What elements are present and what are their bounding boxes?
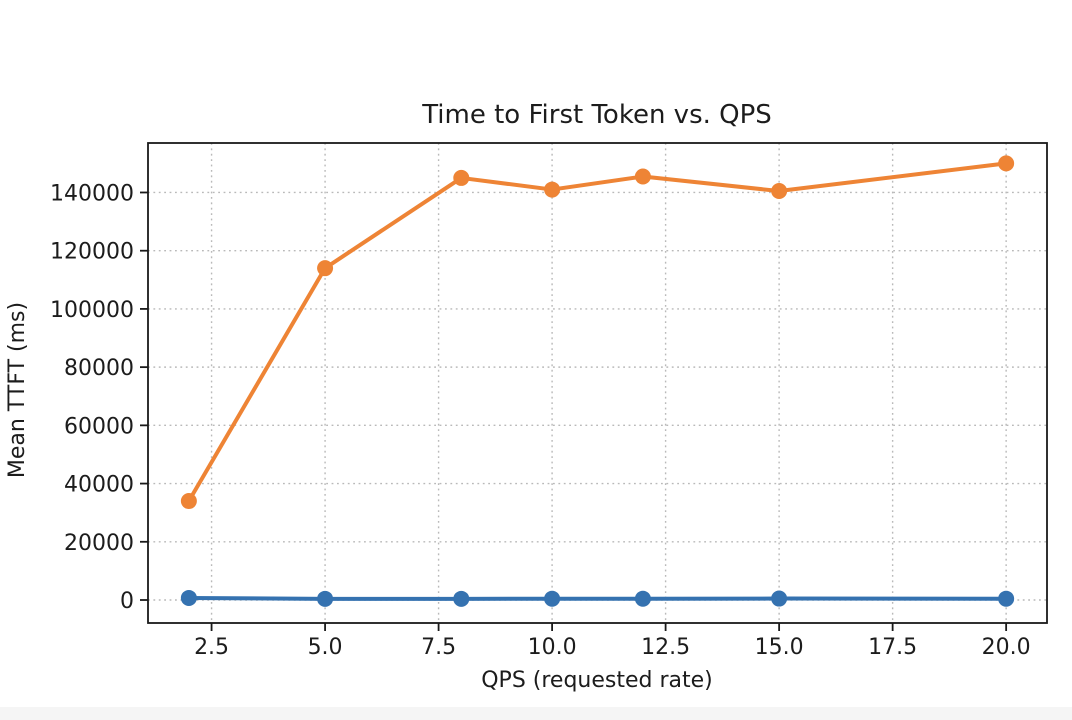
series-layer — [180, 155, 1015, 607]
chart-title: Time to First Token vs. QPS — [421, 100, 772, 130]
data-point-series-blue — [634, 590, 651, 607]
data-point-series-orange — [998, 155, 1015, 172]
data-point-series-orange — [317, 260, 334, 277]
x-axis-label: QPS (requested rate) — [481, 668, 713, 693]
y-tick-label: 40000 — [64, 473, 134, 498]
y-tick-label: 120000 — [50, 240, 134, 265]
page-bottom-strip — [0, 707, 1072, 720]
y-tick-label: 0 — [120, 589, 134, 614]
data-point-series-blue — [317, 590, 334, 607]
grid-layer — [148, 143, 1047, 623]
x-tick-label: 2.5 — [194, 635, 229, 660]
data-point-series-orange — [634, 168, 651, 185]
data-point-series-orange — [544, 181, 561, 198]
x-tick-label: 12.5 — [641, 635, 690, 660]
data-point-series-orange — [180, 493, 197, 510]
y-tick-label: 60000 — [64, 414, 134, 439]
x-tick-label: 5.0 — [308, 635, 343, 660]
x-tick-label: 7.5 — [421, 635, 456, 660]
y-tick-label: 80000 — [64, 356, 134, 381]
y-tick-label: 20000 — [64, 531, 134, 556]
series-line-series-orange — [186, 161, 1009, 504]
y-tick-label: 140000 — [50, 181, 134, 206]
data-point-series-blue — [544, 590, 561, 607]
y-tick-label: 100000 — [50, 298, 134, 323]
data-point-series-blue — [180, 589, 197, 606]
series-line-series-blue — [186, 595, 1009, 601]
data-point-series-orange — [771, 183, 788, 200]
data-point-series-blue — [453, 590, 470, 607]
x-tick-label: 20.0 — [982, 635, 1031, 660]
data-point-series-blue — [771, 590, 788, 607]
data-point-series-blue — [998, 590, 1015, 607]
x-tick-label: 10.0 — [528, 635, 577, 660]
x-tick-label: 15.0 — [755, 635, 804, 660]
axes-layer — [140, 142, 1048, 631]
data-point-series-orange — [453, 169, 470, 186]
tick-label-layer: 2.5 5.0 7.5 10.0 12.5 15.0 17.5 20.0 0 20000 40000… — [50, 181, 1031, 660]
y-axis-label: Mean TTFT (ms) — [5, 302, 30, 478]
axes-spine-box — [147, 142, 1048, 624]
x-tick-label: 17.5 — [868, 635, 917, 660]
